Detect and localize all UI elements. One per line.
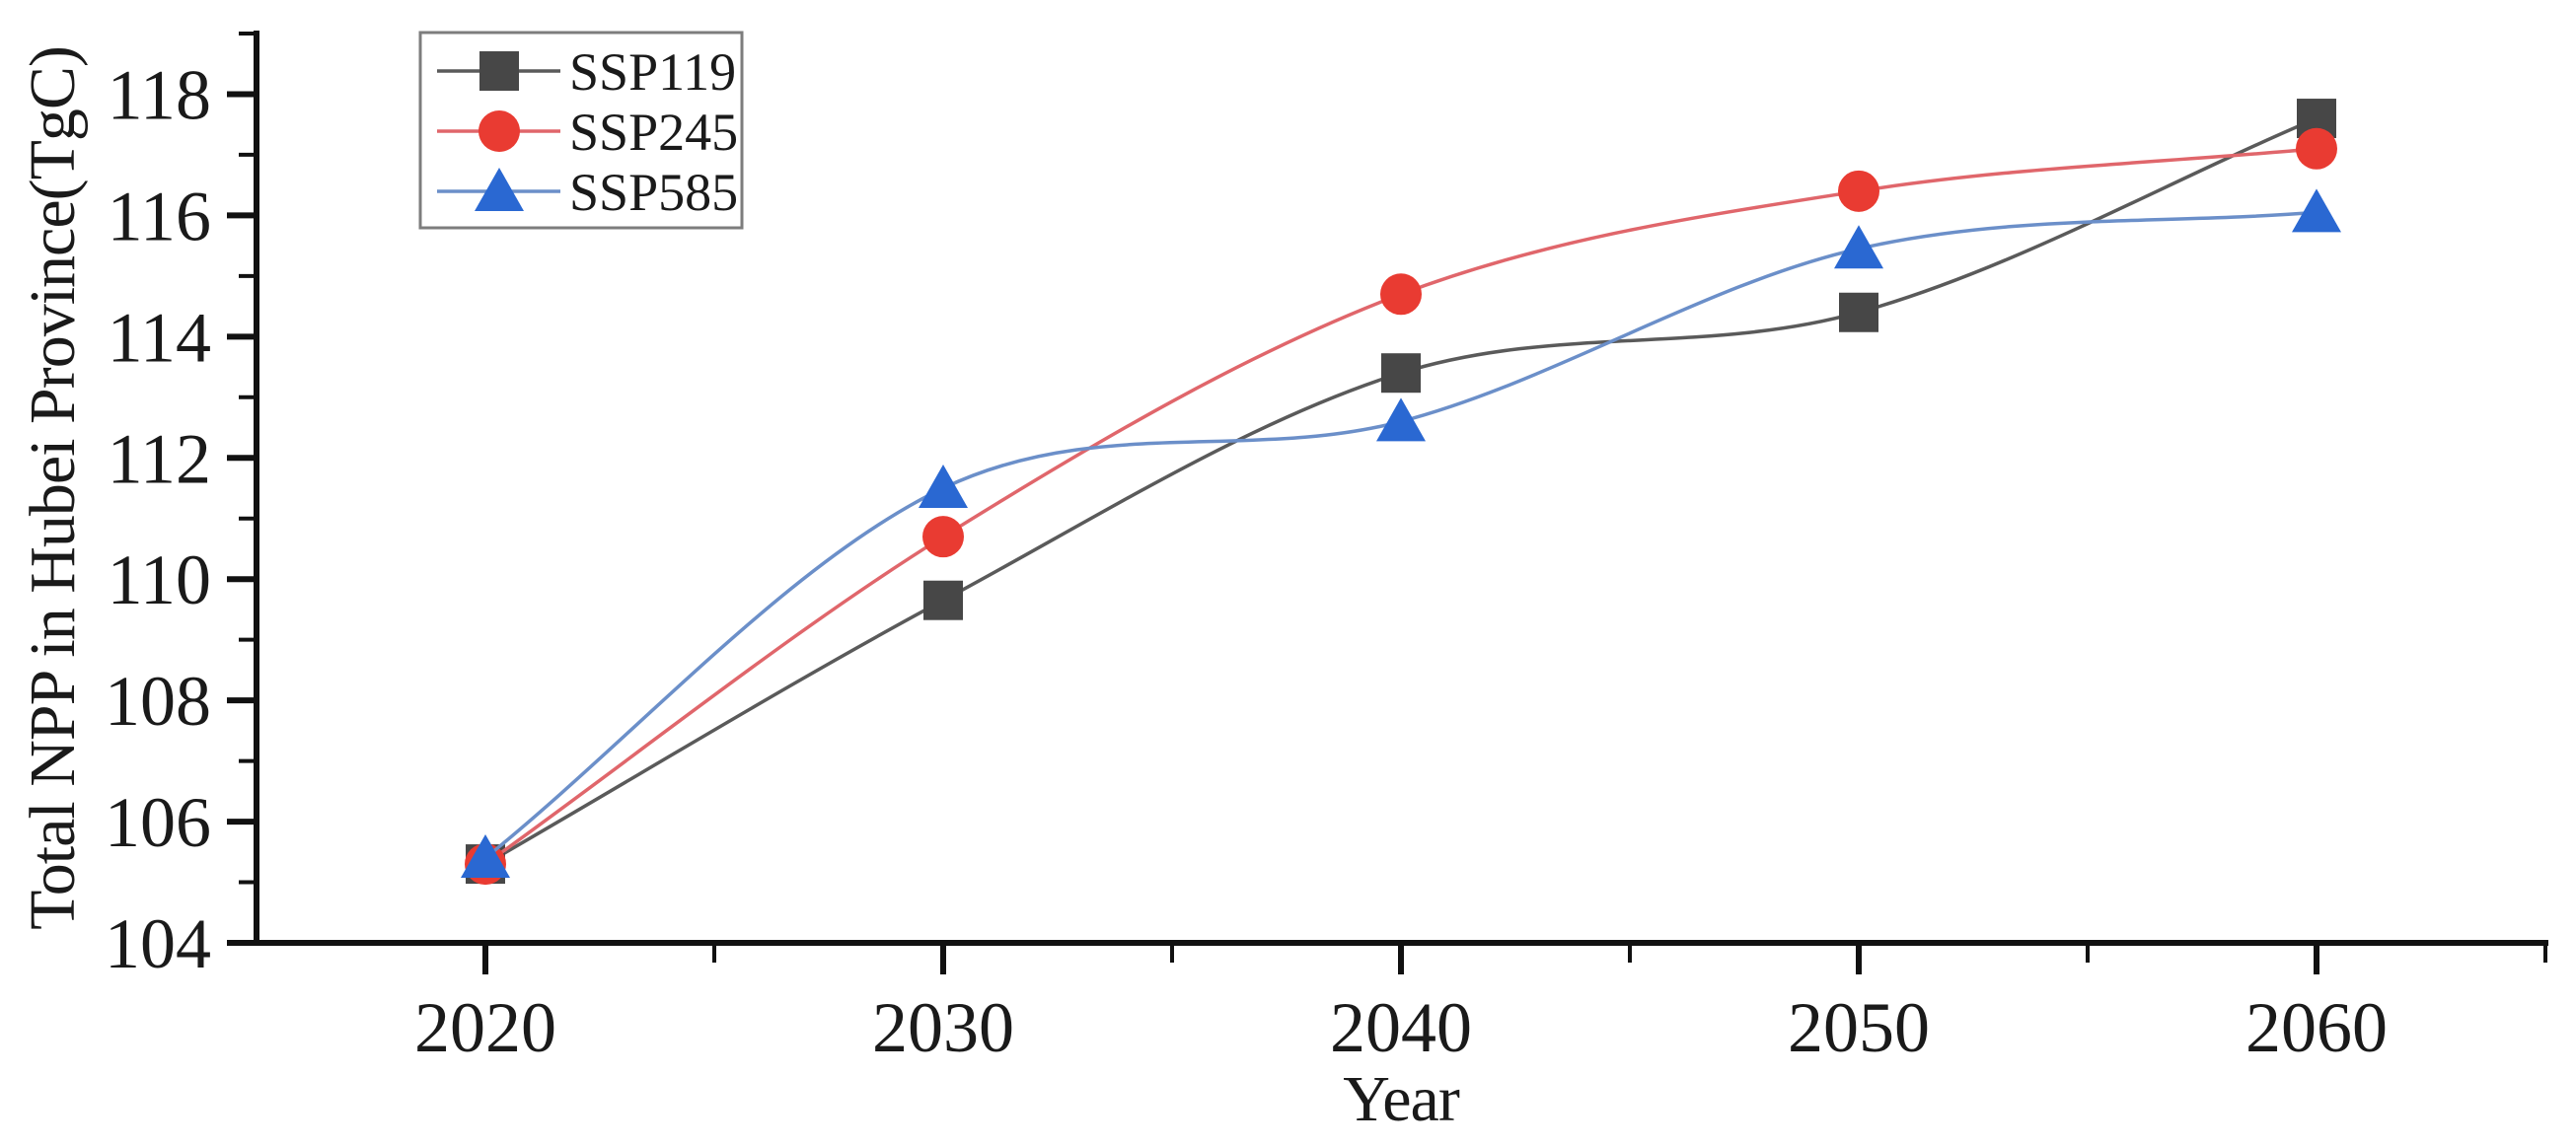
legend-marker-triangle bbox=[475, 168, 524, 211]
legend-entry-ssp585: SSP585 bbox=[437, 163, 738, 222]
ssp585-marker-2050 bbox=[1834, 225, 1883, 269]
ssp585-marker-2020 bbox=[461, 833, 510, 878]
legend-marker-square bbox=[479, 51, 519, 91]
y-tick-label: 112 bbox=[108, 419, 211, 498]
axes: 104 106 108 110 112 114 116 118 2020 2030 2040 2050… bbox=[105, 31, 2548, 1067]
x-tick-label: 2060 bbox=[2245, 988, 2388, 1067]
y-axis-title: Total NPP in Hubei Province(TgC) bbox=[17, 46, 89, 930]
ssp245-marker-2050 bbox=[1838, 170, 1879, 212]
ssp245-marker-2040 bbox=[1380, 273, 1422, 316]
legend-entry-ssp245: SSP245 bbox=[437, 103, 738, 162]
ssp245-marker-2060 bbox=[2296, 127, 2337, 170]
ssp119-marker-2040 bbox=[1381, 353, 1421, 394]
y-tick-label: 106 bbox=[105, 783, 211, 862]
y-tick-label: 118 bbox=[108, 55, 211, 134]
y-tick-label: 104 bbox=[105, 904, 211, 983]
y-tick-label: 110 bbox=[108, 540, 211, 619]
x-axis-title: Year bbox=[1343, 1063, 1460, 1135]
y-tick-label: 108 bbox=[105, 662, 211, 741]
ssp245-marker-2030 bbox=[922, 516, 964, 558]
x-tick-label: 2020 bbox=[414, 988, 556, 1067]
ssp585-marker-2030 bbox=[919, 465, 968, 508]
legend-marker-circle bbox=[478, 110, 520, 152]
legend-entry-ssp119: SSP119 bbox=[437, 42, 736, 102]
x-tick-label: 2050 bbox=[1788, 988, 1930, 1067]
x-tick-label: 2030 bbox=[872, 988, 1014, 1067]
y-tick-label: 116 bbox=[108, 177, 211, 255]
ssp119-marker-2050 bbox=[1839, 292, 1878, 332]
y-tick-label: 114 bbox=[108, 298, 211, 377]
legend-label: SSP585 bbox=[569, 163, 738, 222]
legend-label: SSP245 bbox=[569, 103, 738, 162]
legend-label: SSP119 bbox=[569, 42, 736, 102]
ssp585-marker-2040 bbox=[1376, 397, 1426, 442]
x-tick-label: 2040 bbox=[1330, 988, 1472, 1067]
ssp119-marker-2030 bbox=[923, 580, 963, 620]
ssp585-series bbox=[461, 188, 2341, 878]
ssp585-marker-2060 bbox=[2292, 188, 2341, 233]
series-group bbox=[461, 99, 2341, 886]
